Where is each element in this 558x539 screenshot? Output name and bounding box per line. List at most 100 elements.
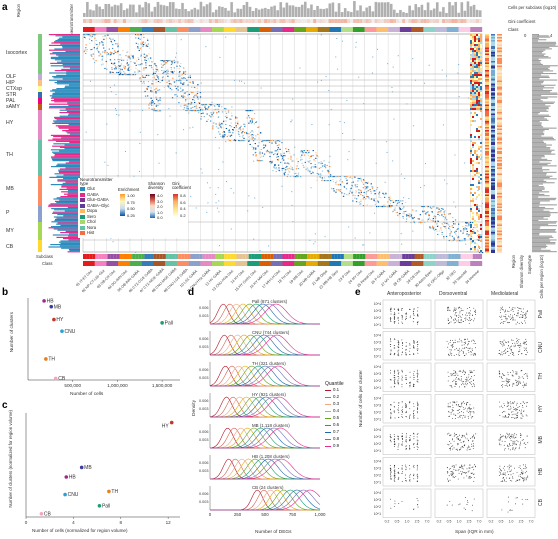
enrichment-cell [259, 132, 262, 134]
enrichment-cell [219, 124, 221, 127]
panel-e-point [466, 376, 467, 378]
panel-e-point [519, 347, 521, 348]
class-strip-bottom [176, 261, 189, 266]
density-curve [210, 458, 320, 480]
enrichment-cell [354, 237, 356, 239]
enrichment-cell [163, 86, 166, 88]
nonneuronal-cell [472, 66, 474, 68]
enrichment-cell [218, 106, 220, 108]
supertype-strip [491, 244, 495, 246]
gini-gradient [173, 194, 178, 216]
panel-e-point [499, 415, 501, 416]
panel-e-ytick: 10^3 [374, 372, 381, 376]
enrichment-cell [435, 218, 437, 220]
cells-per-region-bar [532, 243, 556, 245]
enrichment-cell [89, 34, 91, 36]
panel-e-point [450, 321, 452, 323]
enrichment-cell [238, 140, 241, 142]
enrichment-cell [84, 49, 87, 51]
class-strip-bottom [259, 261, 271, 266]
enrichment-cell [199, 92, 202, 94]
enrichment-cell [107, 34, 109, 36]
panel-e-point [446, 306, 448, 308]
enrichment-cell [153, 75, 156, 77]
gini-cell [426, 19, 430, 23]
enrichment-cell [117, 43, 119, 45]
enrichment-cell [401, 203, 403, 205]
class-strip-top [270, 27, 283, 32]
panel-e-point [464, 407, 466, 409]
subclass-strip [285, 254, 289, 259]
panel-b-xtick-label: 500,000 [64, 383, 81, 388]
enrichment-cell [296, 158, 298, 160]
panel-e-point [527, 375, 529, 377]
nonneuronal-cell [476, 68, 478, 70]
cells-per-region-bar [532, 183, 544, 185]
supertype-strip [491, 98, 495, 100]
nt-bar [57, 222, 80, 224]
panel-e-point [471, 351, 473, 353]
subclass-strip [162, 254, 166, 259]
nonneuronal-cell [474, 74, 476, 76]
enrichment-cell [205, 104, 207, 106]
panel-e-point [394, 411, 395, 413]
enrichment-cell [359, 203, 362, 205]
cells-per-region-bar [532, 114, 549, 116]
enrichment-cell [171, 61, 173, 63]
enrichment-cell [321, 180, 323, 182]
gini-cell [254, 19, 258, 23]
class-strip-bottom [83, 261, 95, 266]
gini-cell [414, 19, 418, 23]
panel-b-point [42, 299, 46, 303]
enrichment-cell [155, 68, 157, 70]
enrichment-cell [121, 68, 123, 70]
enrichment-cell [223, 135, 225, 137]
panel-e-point [409, 308, 411, 310]
enrichment-cell [283, 152, 285, 154]
panel-c-point [107, 489, 111, 494]
enrichment-cell [192, 106, 194, 108]
legend-item-label: Hist [87, 230, 95, 235]
enrichment-cell [180, 82, 182, 85]
gini-strip [497, 169, 502, 171]
nt-bar [65, 162, 80, 164]
gini-strip [497, 212, 502, 214]
shannon-strip [485, 241, 489, 243]
enrichment-cell [221, 106, 223, 108]
enrichment-cell [187, 108, 189, 110]
enrichment-cell [110, 91, 112, 93]
panel-c-point [64, 475, 69, 479]
shannon-strip [485, 224, 489, 226]
enrichment-cell [101, 41, 103, 43]
panel-e-point [524, 318, 526, 319]
enrichment-cell [144, 55, 147, 57]
panel-e-point [448, 354, 450, 356]
gini-cell [411, 19, 415, 23]
enrichment-cell [278, 158, 280, 160]
density-xtick-label: 250 [234, 512, 242, 517]
enrichment-cell [260, 149, 262, 151]
nonneuronal-cell [472, 102, 474, 104]
supertype-strip [491, 205, 495, 207]
enrichment-cell [127, 64, 130, 66]
gini-strip [497, 151, 502, 153]
panel-e-point [398, 349, 400, 351]
nt-bar [50, 203, 80, 205]
gini-cell [107, 19, 111, 23]
panel-e-point [469, 313, 471, 315]
enrichment-cell [123, 67, 125, 69]
enrichment-cell [343, 185, 345, 187]
enrichment-cell [310, 167, 312, 169]
gini-strip [497, 149, 502, 151]
nt-bar [54, 82, 80, 84]
enrichment-cell [303, 166, 305, 168]
density-ytick: 0.006 [199, 492, 209, 496]
panel-e-point [413, 313, 414, 314]
panel-e-point [502, 309, 504, 311]
gini-cell [396, 19, 400, 23]
gini-cell [288, 19, 292, 23]
panel-e-point [526, 310, 528, 312]
cells-per-region-bar [532, 136, 553, 138]
nt-bar [52, 212, 80, 214]
enrichment-cell [184, 71, 187, 73]
